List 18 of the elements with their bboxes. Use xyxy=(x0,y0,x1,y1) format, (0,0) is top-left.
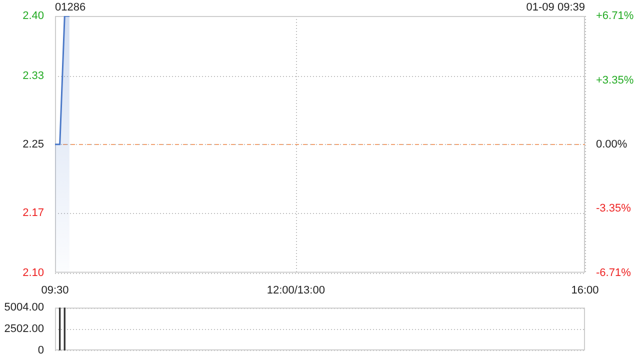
y-tick-label: 2.40 xyxy=(22,10,44,22)
x-tick-label: 12:00/13:00 xyxy=(266,284,325,296)
text: 01-09 09:39 xyxy=(526,2,585,14)
y-tick-label: 2.17 xyxy=(22,206,44,219)
y2-tick-label: -6.71% xyxy=(596,266,632,279)
y2-tick-label: -3.35% xyxy=(596,202,632,215)
y-tick-label: 0 xyxy=(38,344,44,356)
y-tick-label: 2.25 xyxy=(22,138,44,150)
y2-tick-label: +6.71% xyxy=(596,10,634,22)
chart-title: 01286 xyxy=(55,2,86,14)
y-tick-label: 2502.00 xyxy=(4,323,44,336)
y2-tick-label: 0.00% xyxy=(596,138,628,150)
x-tick-label: 09:30 xyxy=(41,284,69,296)
y2-tick-label: +3.35% xyxy=(596,74,634,86)
y-tick-label: 2.33 xyxy=(22,70,44,82)
x-tick-label: 16:00 xyxy=(571,284,599,296)
y-tick-label: 5004.00 xyxy=(4,302,44,314)
y-tick-label: 2.10 xyxy=(22,266,44,279)
